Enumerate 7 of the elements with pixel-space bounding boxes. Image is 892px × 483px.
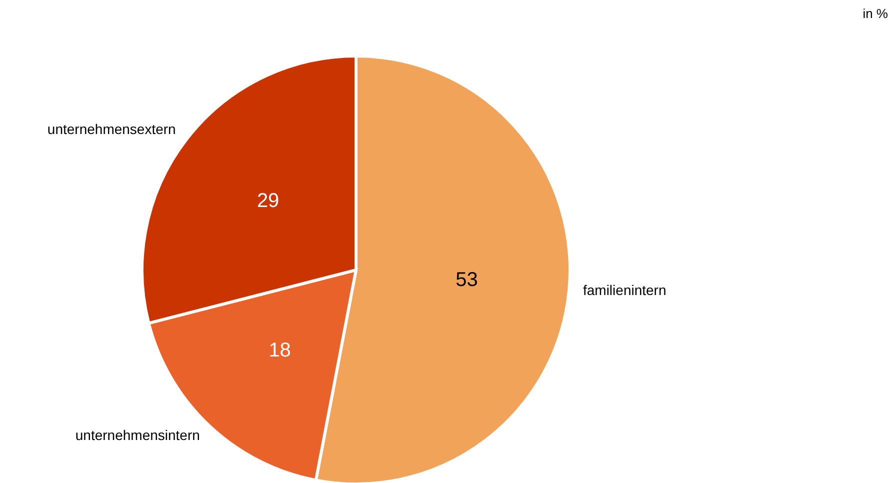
text: in %	[862, 6, 888, 21]
slice-label: familienintern	[582, 282, 666, 298]
slice-label: unternehmensintern	[75, 426, 200, 443]
data-label: 18	[268, 339, 291, 362]
data-label: 29	[256, 190, 280, 212]
data-label: 53	[456, 268, 478, 291]
slice-label: unternehmensextern	[47, 120, 176, 137]
